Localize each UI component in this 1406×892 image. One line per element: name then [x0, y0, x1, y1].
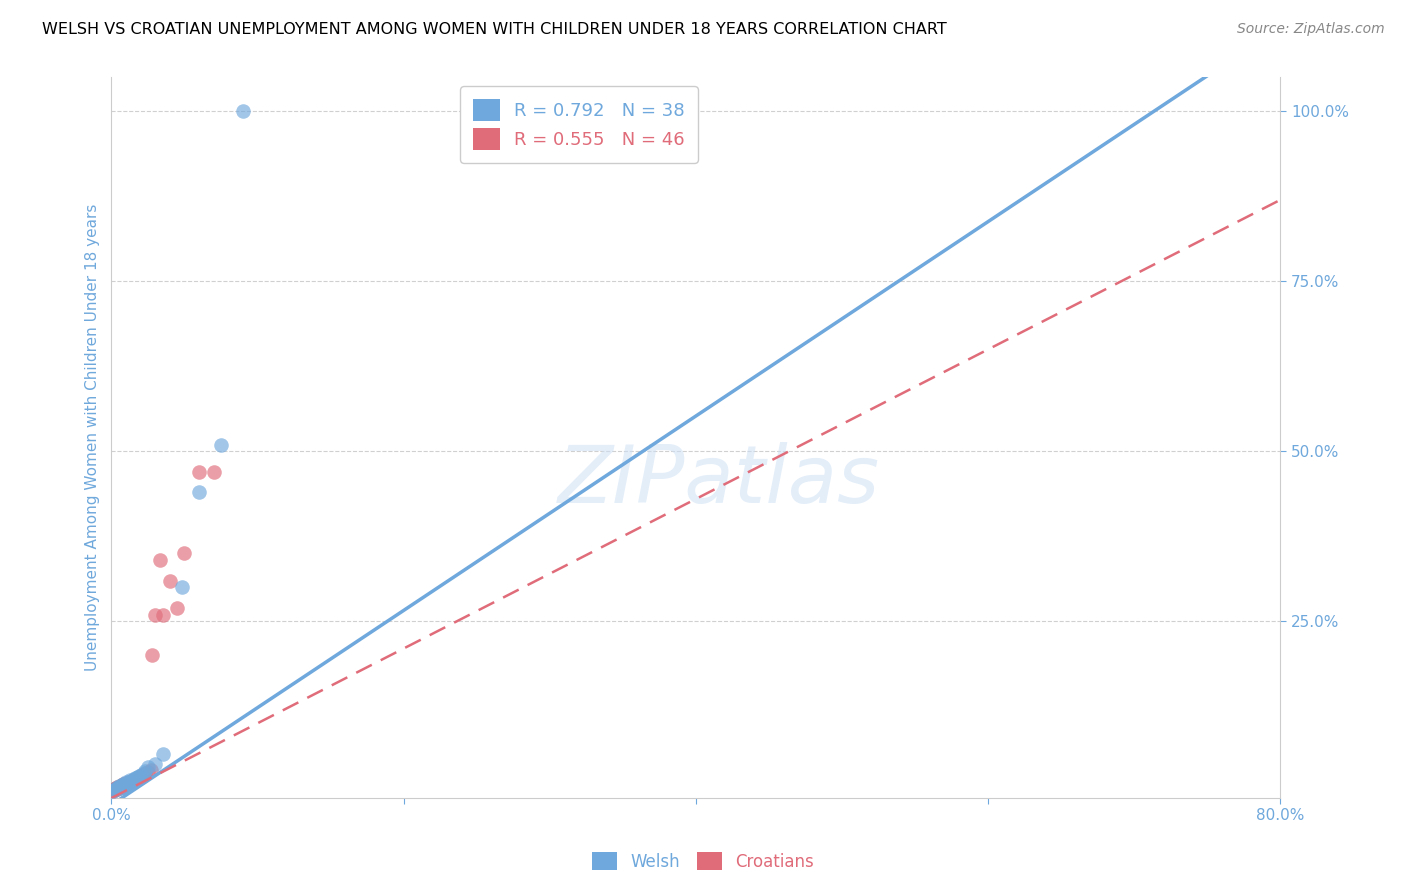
Y-axis label: Unemployment Among Women with Children Under 18 years: Unemployment Among Women with Children U… [86, 204, 100, 672]
Point [101, 783, 124, 797]
Point [105, 780, 128, 794]
Point [111, 780, 134, 794]
Point [125, 772, 148, 786]
Point [152, 607, 174, 622]
Point [125, 772, 148, 786]
Point [103, 781, 125, 796]
Point [111, 780, 134, 794]
Point [128, 769, 150, 783]
Point [124, 771, 146, 785]
Point [120, 775, 142, 789]
Point [170, 580, 193, 594]
Point [122, 772, 145, 787]
Point [103, 782, 125, 797]
Point [118, 774, 141, 789]
Point [117, 777, 139, 791]
Point [114, 777, 136, 791]
Text: WELSH VS CROATIAN UNEMPLOYMENT AMONG WOMEN WITH CHILDREN UNDER 18 YEARS CORRELAT: WELSH VS CROATIAN UNEMPLOYMENT AMONG WOM… [42, 22, 946, 37]
Point [188, 465, 211, 479]
Point [115, 778, 138, 792]
Point [129, 769, 152, 783]
Point [112, 780, 135, 794]
Point [202, 465, 225, 479]
Point [107, 780, 129, 794]
Point [128, 771, 150, 785]
Point [131, 769, 153, 783]
Point [115, 776, 138, 790]
Point [101, 783, 124, 797]
Point [115, 775, 138, 789]
Legend: R = 0.792   N = 38, R = 0.555   N = 46: R = 0.792 N = 38, R = 0.555 N = 46 [460, 87, 697, 163]
Legend: Welsh, Croatians: Welsh, Croatians [583, 844, 823, 880]
Point [141, 648, 163, 663]
Point [114, 779, 136, 793]
Point [122, 774, 145, 789]
Point [112, 777, 135, 791]
Point [114, 777, 136, 791]
Point [104, 782, 127, 797]
Point [124, 772, 146, 786]
Point [136, 765, 159, 780]
Point [152, 747, 174, 761]
Point [118, 774, 141, 789]
Point [127, 772, 149, 786]
Point [136, 760, 159, 774]
Point [122, 773, 145, 788]
Point [111, 778, 134, 792]
Point [108, 780, 131, 794]
Point [121, 774, 143, 789]
Text: ZIPatlas: ZIPatlas [558, 442, 880, 520]
Point [120, 773, 142, 788]
Point [117, 776, 139, 790]
Point [104, 780, 127, 795]
Point [143, 757, 166, 772]
Point [103, 783, 125, 797]
Point [107, 780, 129, 794]
Point [108, 780, 131, 794]
Point [132, 767, 155, 781]
Point [188, 485, 211, 500]
Point [121, 774, 143, 789]
Point [104, 782, 127, 797]
Point [139, 763, 162, 777]
Point [134, 764, 156, 778]
Point [108, 780, 131, 795]
Point [209, 437, 232, 451]
Point [105, 781, 128, 796]
Point [112, 777, 135, 791]
Point [114, 779, 136, 793]
Point [112, 780, 135, 794]
Point [107, 779, 129, 793]
Point [166, 600, 188, 615]
Point [105, 781, 128, 796]
Point [173, 546, 195, 560]
Point [101, 783, 124, 797]
Point [149, 553, 172, 567]
Point [108, 779, 131, 793]
Point [129, 768, 152, 782]
Point [120, 775, 142, 789]
Point [127, 770, 149, 784]
Point [143, 607, 166, 622]
Point [232, 104, 254, 119]
Point [132, 765, 155, 780]
Text: Source: ZipAtlas.com: Source: ZipAtlas.com [1237, 22, 1385, 37]
Point [159, 574, 181, 588]
Point [104, 780, 127, 795]
Point [111, 778, 134, 792]
Point [107, 780, 129, 795]
Point [115, 778, 138, 792]
Point [118, 776, 141, 790]
Point [124, 772, 146, 787]
Point [134, 766, 156, 780]
